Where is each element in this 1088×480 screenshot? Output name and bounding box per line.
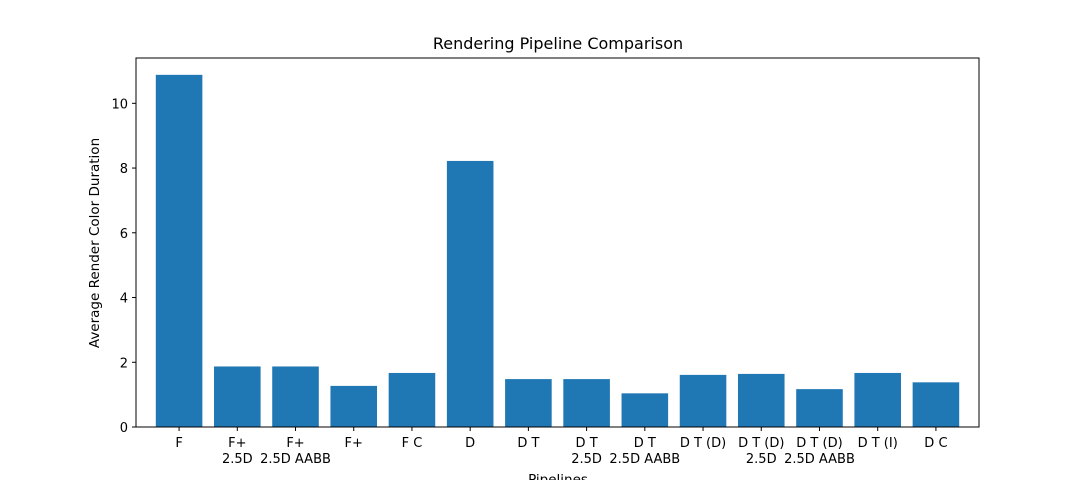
x-axis-label: Pipelines (528, 472, 588, 480)
x-tick-label: F+ 2.5D (222, 436, 253, 467)
y-tick-label: 10 (111, 97, 128, 112)
x-axis-ticks: F F+ 2.5DF+ 2.5D AABB F+ F C D D T D T 2.5DD T 2.5… (175, 427, 948, 467)
bar-1 (214, 366, 261, 427)
bar-6 (505, 379, 552, 427)
x-tick-label: D T (D) 2.5D (738, 436, 784, 467)
plot-frame (135, 57, 980, 428)
bar-5 (446, 160, 494, 427)
y-tick-label: 0 (120, 421, 128, 436)
x-tick-label: F+ 2.5D AABB (260, 436, 331, 467)
bar-12 (854, 372, 901, 427)
bar-8 (621, 393, 669, 427)
bar-10 (737, 373, 785, 427)
bars-group (155, 74, 960, 428)
bar-0 (155, 74, 203, 428)
x-tick-label: D T (I) (858, 436, 898, 451)
x-tick-label: D T (517, 436, 539, 451)
y-axis-label: Average Render Color Duration (87, 138, 103, 348)
bar-3 (330, 385, 378, 427)
y-tick-label: 4 (120, 292, 128, 307)
bar-11 (796, 389, 843, 427)
y-tick-label: 6 (120, 227, 128, 242)
x-tick-label: D T (D) 2.5D AABB (784, 436, 855, 467)
y-tick-label: 8 (120, 162, 128, 177)
x-tick-label: F C (402, 436, 423, 451)
bar-4 (388, 372, 436, 427)
x-tick-label: D T 2.5D (571, 436, 602, 467)
y-axis-ticks: 0 2 4 6 8 10 (111, 97, 136, 436)
x-tick-label: D T (D) (680, 436, 726, 451)
bar-2 (272, 366, 319, 427)
x-tick-label: F+ (345, 436, 363, 451)
x-tick-label: D (465, 436, 475, 451)
bar-13 (912, 382, 960, 427)
x-tick-label: D T 2.5D AABB (609, 436, 680, 467)
chart-title: Rendering Pipeline Comparison (433, 34, 683, 53)
y-tick-label: 2 (120, 356, 128, 371)
bar-7 (563, 379, 610, 427)
x-tick-label: F (175, 436, 182, 451)
x-tick-label: D C (924, 436, 947, 451)
bar-9 (679, 374, 727, 427)
